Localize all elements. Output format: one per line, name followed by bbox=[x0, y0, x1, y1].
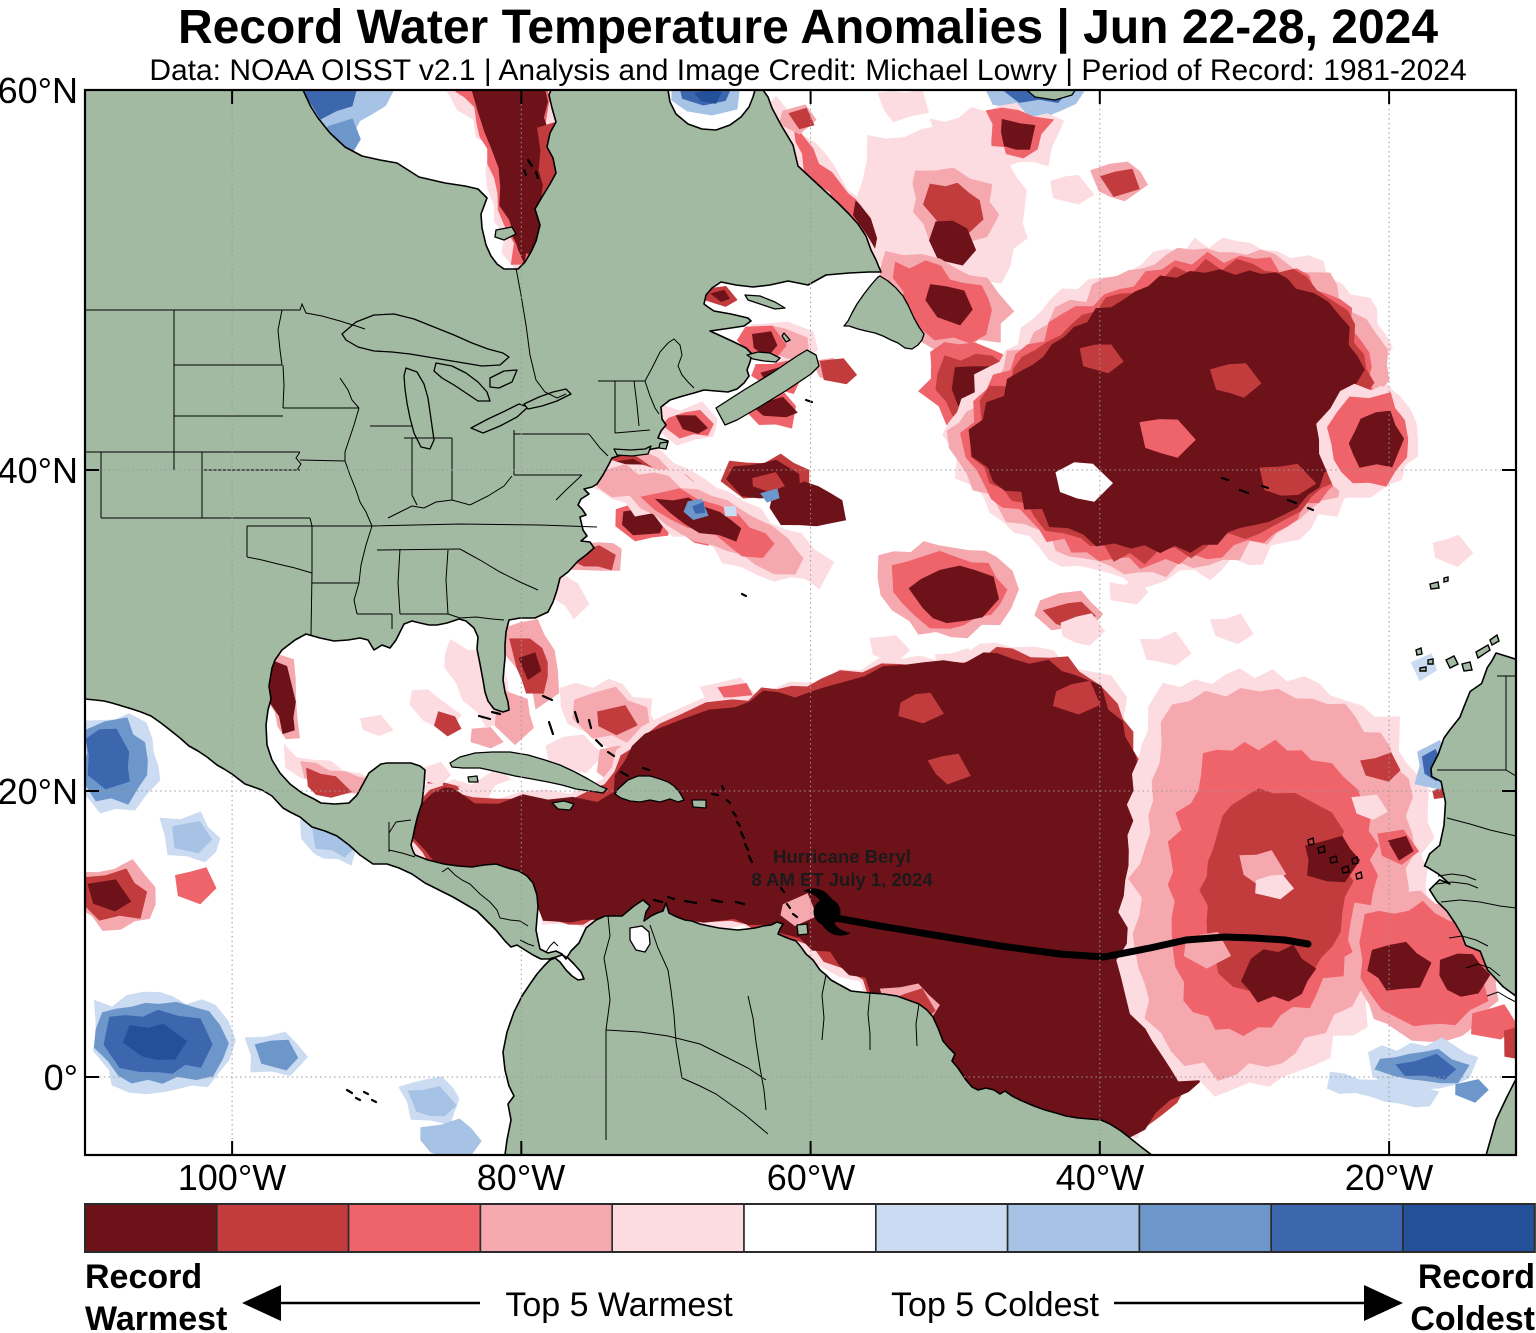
svg-text:Hurricane Beryl: Hurricane Beryl bbox=[773, 846, 911, 867]
svg-text:Record: Record bbox=[1418, 1258, 1535, 1296]
svg-text:20°N: 20°N bbox=[0, 771, 78, 812]
svg-text:100°W: 100°W bbox=[178, 1157, 286, 1198]
svg-text:Top 5 Coldest: Top 5 Coldest bbox=[891, 1286, 1099, 1324]
svg-text:Record: Record bbox=[85, 1258, 202, 1296]
svg-text:80°W: 80°W bbox=[477, 1157, 565, 1198]
svg-text:Record Water Temperature Anoma: Record Water Temperature Anomalies | Jun… bbox=[178, 1, 1438, 54]
svg-text:Coldest: Coldest bbox=[1410, 1300, 1535, 1333]
svg-text:8 AM ET July 1, 2024: 8 AM ET July 1, 2024 bbox=[751, 869, 933, 890]
svg-text:Warmest: Warmest bbox=[85, 1300, 227, 1333]
svg-text:60°W: 60°W bbox=[767, 1157, 855, 1198]
svg-text:40°W: 40°W bbox=[1056, 1157, 1144, 1198]
svg-text:40°N: 40°N bbox=[0, 450, 78, 491]
svg-text:20°W: 20°W bbox=[1345, 1157, 1433, 1198]
svg-text:Data: NOAA OISST v2.1 | Analys: Data: NOAA OISST v2.1 | Analysis and Ima… bbox=[149, 54, 1466, 87]
svg-text:0°: 0° bbox=[44, 1057, 78, 1098]
svg-text:60°N: 60°N bbox=[0, 70, 78, 111]
svg-text:Top 5 Warmest: Top 5 Warmest bbox=[505, 1286, 733, 1324]
